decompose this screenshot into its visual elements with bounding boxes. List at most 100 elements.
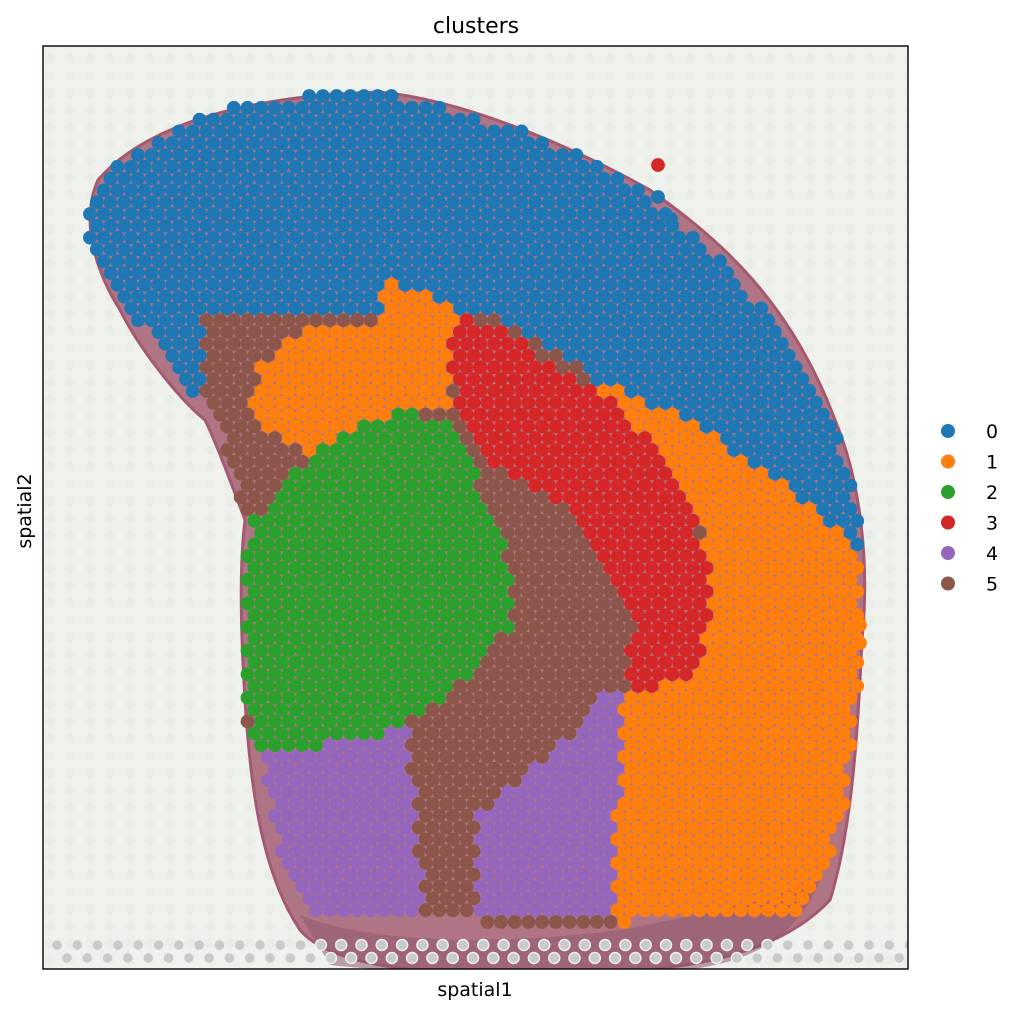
- spot-cluster-1: [377, 289, 392, 304]
- spot-cluster-3: [658, 466, 673, 481]
- spot-cluster-3: [569, 384, 584, 398]
- spot-cluster-3: [590, 513, 604, 528]
- spot-cluster-0: [233, 277, 248, 292]
- spot-cluster-1: [658, 820, 673, 835]
- spot-cluster-1: [706, 738, 721, 752]
- spot-cluster-3: [610, 407, 625, 422]
- spot-cluster-4: [316, 749, 330, 764]
- spot-cluster-3: [542, 478, 556, 493]
- spot-cluster-0: [179, 254, 193, 269]
- spot-cluster-4: [357, 891, 371, 906]
- spot-cluster-4: [487, 903, 501, 918]
- spot-cluster-0: [144, 266, 159, 280]
- spot-cluster-3: [685, 655, 700, 670]
- spot-cluster-1: [672, 679, 686, 693]
- spot-cluster-4: [302, 773, 317, 788]
- spot-cluster-1: [822, 820, 837, 835]
- spot-cluster-1: [706, 478, 721, 493]
- spot-cluster-3: [603, 395, 618, 410]
- spot-cluster-3: [548, 443, 563, 457]
- spot-cluster-2: [309, 454, 323, 469]
- spot-cluster-4: [336, 808, 351, 823]
- spot-cluster-0: [137, 207, 152, 221]
- fiducial-marker: [304, 951, 317, 965]
- spot-cluster-4: [316, 844, 330, 859]
- spot-cluster-1: [816, 761, 830, 776]
- spot-cluster-1: [747, 478, 762, 493]
- spot-cluster-1: [829, 761, 844, 776]
- spot-cluster-2: [261, 561, 275, 575]
- spot-cluster-2: [350, 478, 364, 493]
- spot-cluster-2: [466, 537, 481, 552]
- spot-cluster-1: [624, 879, 639, 894]
- spot-cluster-0: [562, 159, 577, 174]
- spot-cluster-1: [357, 348, 371, 363]
- spot-cluster-0: [631, 207, 645, 221]
- spot-cluster-1: [638, 690, 652, 705]
- spot-cluster-1: [665, 431, 680, 446]
- spot-cluster-1: [809, 820, 823, 835]
- spot-cluster-5: [562, 608, 577, 623]
- spot-cluster-1: [740, 726, 755, 741]
- spot-cluster-2: [494, 608, 508, 623]
- spot-cluster-4: [500, 903, 515, 918]
- spot-cluster-2: [268, 714, 282, 729]
- spot-cluster-5: [418, 785, 433, 800]
- spot-cluster-1: [850, 679, 865, 693]
- spot-cluster-0: [679, 384, 693, 398]
- spot-cluster-0: [679, 313, 693, 328]
- spot-cluster-2: [411, 631, 426, 646]
- spot-cluster-5: [487, 714, 501, 729]
- spot-cluster-0: [199, 124, 214, 139]
- spot-cluster-2: [439, 631, 454, 646]
- spot-cluster-1: [781, 655, 796, 670]
- spot-cluster-5: [562, 915, 577, 929]
- spot-cluster-5: [500, 738, 515, 752]
- spot-cluster-4: [350, 738, 364, 752]
- spot-cluster-1: [788, 808, 803, 823]
- spot-cluster-1: [672, 891, 686, 906]
- spot-cluster-3: [548, 466, 563, 481]
- spot-cluster-0: [384, 230, 399, 245]
- spot-cluster-0: [672, 348, 686, 363]
- spot-cluster-5: [268, 431, 282, 446]
- spot-cluster-0: [459, 289, 474, 304]
- spot-cluster-1: [727, 466, 741, 481]
- spot-cluster-5: [453, 797, 467, 811]
- spot-cluster-0: [281, 289, 296, 304]
- fiducial-marker: [659, 938, 673, 952]
- spot-cluster-1: [692, 856, 707, 870]
- spot-cluster-1: [781, 867, 796, 882]
- spot-cluster-1: [761, 596, 776, 611]
- spot-cluster-3: [562, 490, 577, 505]
- spot-cluster-2: [370, 513, 385, 528]
- spot-cluster-5: [576, 561, 591, 575]
- spot-cluster-5: [514, 478, 529, 493]
- spot-cluster-1: [439, 395, 454, 410]
- spot-cluster-0: [507, 254, 522, 269]
- spot-cluster-5: [405, 761, 419, 776]
- spot-cluster-1: [398, 395, 412, 410]
- spot-cluster-4: [548, 749, 563, 764]
- spot-cluster-1: [733, 525, 748, 540]
- spot-cluster-3: [665, 643, 680, 658]
- spot-cluster-1: [775, 643, 789, 658]
- spot-cluster-2: [377, 620, 392, 634]
- spot-cluster-0: [288, 301, 303, 316]
- fiducial-marker: [537, 938, 551, 952]
- spot-cluster-0: [603, 372, 618, 387]
- spot-cluster-1: [822, 655, 837, 670]
- spot-cluster-4: [336, 785, 351, 800]
- spot-cluster-3: [624, 643, 639, 658]
- spot-cluster-5: [494, 702, 508, 717]
- spot-cluster-0: [768, 372, 782, 387]
- spot-cluster-3: [514, 454, 529, 469]
- spot-cluster-2: [466, 631, 481, 646]
- spot-cluster-0: [309, 124, 323, 139]
- spot-cluster-1: [754, 466, 769, 481]
- spot-cluster-0: [802, 407, 817, 422]
- spot-cluster-0: [418, 100, 433, 115]
- spot-cluster-1: [679, 808, 693, 823]
- spot-cluster-3: [658, 631, 673, 646]
- spot-cluster-2: [384, 561, 399, 575]
